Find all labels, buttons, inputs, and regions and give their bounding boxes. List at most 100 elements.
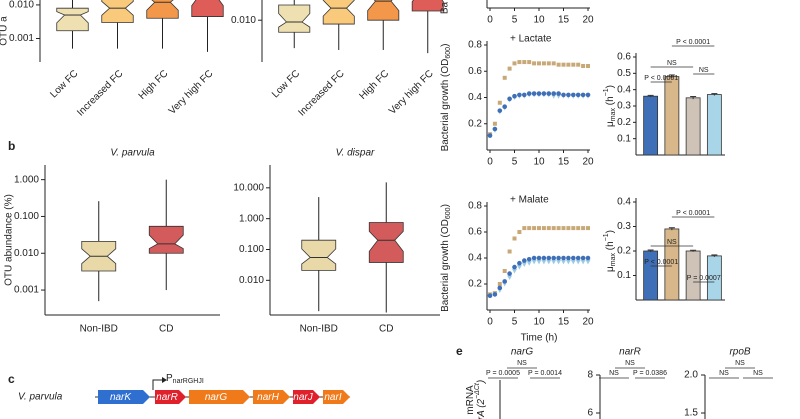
y-tick-label: 0.4: [617, 197, 631, 208]
marker: [512, 236, 517, 241]
marker: [531, 255, 537, 261]
marker: [526, 261, 532, 266]
marker: [541, 61, 546, 66]
marker: [566, 226, 571, 231]
y-tick-label: 1.000: [239, 213, 264, 224]
marker: [497, 100, 502, 105]
bar: [706, 94, 722, 156]
promoter-label: PnarRGHJI: [166, 373, 204, 386]
marker: [502, 75, 507, 80]
x-tick-label: 0: [487, 317, 493, 328]
chart-title: V. dispar: [336, 148, 375, 159]
y-tick-label: 0.6: [617, 52, 631, 63]
marker: [541, 226, 546, 231]
marker: [512, 269, 517, 274]
y-axis-label: OTU a: [0, 16, 10, 46]
label-part: ): [476, 380, 487, 384]
marker: [546, 226, 551, 231]
x-tick-label: 10: [533, 157, 545, 168]
label-part: ): [605, 85, 616, 88]
y-tick-label: 0.001: [9, 33, 34, 44]
y-tick-label: 1.5: [684, 408, 698, 419]
box: [411, 0, 444, 12]
x-tick-label: Very high FC: [167, 68, 216, 117]
annotation: P < 0.0001: [644, 75, 678, 82]
panel-label: e: [456, 344, 463, 358]
label-part: ): [440, 204, 451, 207]
label-part: −1: [603, 88, 610, 96]
box: [56, 7, 89, 32]
y-tick-label: 0.6: [468, 227, 482, 238]
marker: [492, 292, 498, 297]
marker: [507, 66, 512, 71]
marker: [551, 91, 556, 96]
marker: [522, 92, 527, 98]
y-tick-label: 0.5: [617, 68, 631, 79]
marker: [531, 91, 537, 96]
x-tick-label: 0: [487, 15, 493, 26]
annotation: NS: [609, 370, 619, 377]
x-tick-label: 20: [582, 15, 594, 26]
label-part: Bacterial growth (OD: [440, 219, 451, 312]
marker: [561, 259, 566, 265]
marker: [561, 92, 566, 98]
y-tick-label: 0.3: [617, 221, 631, 232]
y-tick-label: 0.100: [239, 244, 264, 255]
y-tick-label: 0.100: [14, 211, 39, 222]
y-tick-label: 0.010: [239, 275, 264, 286]
x-tick-label: Increased FC: [297, 68, 347, 118]
label-part: ): [440, 44, 451, 47]
marker: [546, 259, 552, 265]
annotation: P < 0.0001: [676, 39, 710, 46]
x-tick-label: 15: [558, 317, 570, 328]
marker: [532, 226, 537, 231]
annotation: NS: [667, 239, 677, 246]
y-tick-label: 6: [587, 408, 593, 419]
box: [301, 239, 337, 271]
marker: [487, 293, 493, 299]
y-tick-label: 0.3: [617, 101, 631, 112]
marker: [541, 259, 547, 265]
y-tick-label: 0.2: [468, 279, 482, 290]
x-tick-label: Low FC: [270, 68, 302, 100]
panel-label: c: [8, 372, 15, 386]
box: [191, 0, 224, 17]
promoter: [152, 379, 162, 390]
label-part: (h: [605, 241, 616, 253]
gene-arrow: [189, 390, 250, 404]
marker: [487, 133, 493, 138]
marker: [502, 269, 507, 273]
marker: [551, 255, 556, 261]
bar: [685, 97, 701, 156]
chart-title: + Malate: [510, 195, 549, 206]
label-part: (h: [605, 96, 616, 108]
annotation: NS: [625, 360, 635, 367]
marker: [541, 91, 547, 96]
annotation: NS: [735, 360, 745, 367]
panel-label: b: [8, 139, 15, 153]
marker: [536, 255, 542, 261]
gene-arrow: [253, 390, 290, 404]
marker: [507, 96, 512, 102]
marker: [556, 226, 561, 231]
y-tick-label: 0.4: [468, 253, 482, 264]
marker: [561, 226, 566, 231]
x-tick-label: 20: [582, 317, 594, 328]
marker: [571, 255, 576, 261]
marker: [551, 226, 556, 231]
x-tick-label: 10: [533, 15, 545, 26]
y-tick-label: 0.4: [617, 84, 631, 95]
x-tick-label: Very high FC: [387, 68, 436, 117]
annotation: P = 0.0005: [486, 370, 520, 377]
box: [278, 4, 311, 33]
marker: [502, 104, 508, 109]
marker: [566, 62, 571, 67]
marker: [580, 92, 586, 98]
marker: [546, 91, 552, 96]
label-part: −ΔCt: [474, 382, 481, 399]
x-tick-label: 5: [512, 317, 518, 328]
gene-label: narK: [110, 392, 132, 403]
annotation: NS: [667, 60, 677, 67]
bar: [643, 95, 659, 156]
marker: [492, 121, 497, 126]
